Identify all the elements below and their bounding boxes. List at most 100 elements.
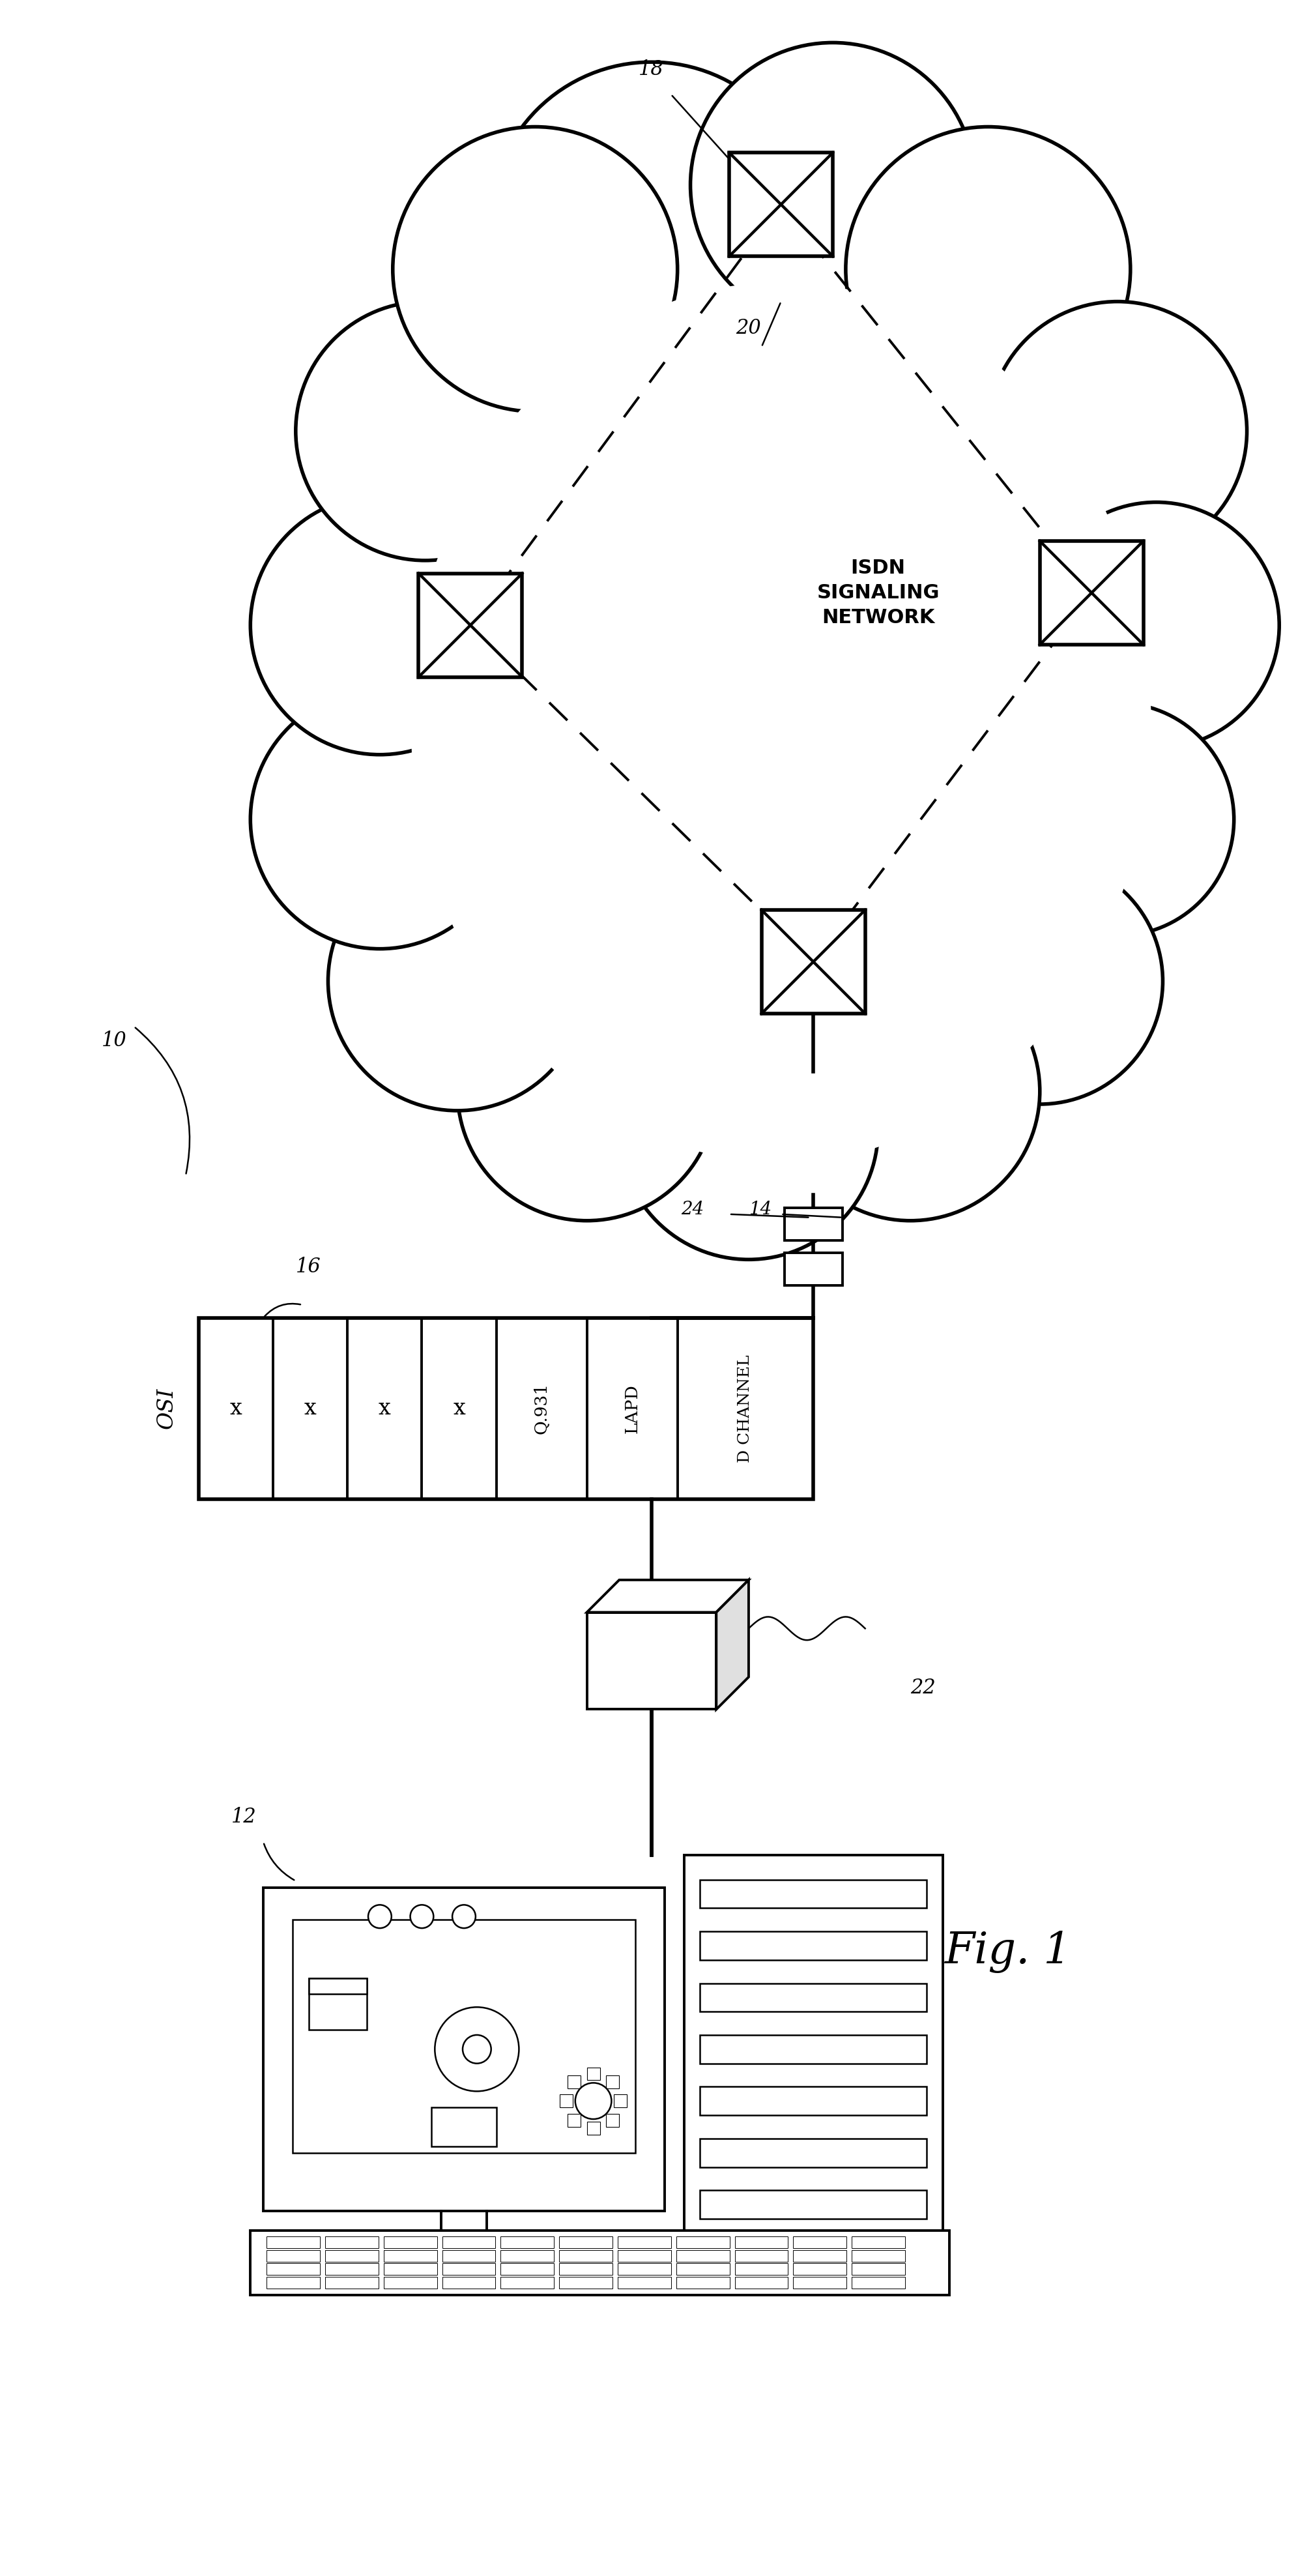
- Polygon shape: [716, 1579, 749, 1710]
- Bar: [266, 2236, 319, 2249]
- Bar: [263, 1888, 665, 2210]
- Bar: [501, 2249, 554, 2262]
- Circle shape: [988, 301, 1247, 562]
- Text: 16: 16: [296, 1257, 321, 1278]
- Ellipse shape: [411, 283, 1151, 1162]
- Text: x: x: [304, 1399, 317, 1419]
- Bar: [419, 574, 522, 677]
- Circle shape: [393, 126, 678, 412]
- Circle shape: [691, 44, 975, 327]
- Text: 10: 10: [101, 1030, 127, 1051]
- Bar: [384, 2236, 437, 2249]
- Bar: [443, 2236, 496, 2249]
- Bar: [443, 2264, 496, 2275]
- Circle shape: [916, 858, 1163, 1105]
- Bar: [559, 2249, 613, 2262]
- Bar: [309, 1978, 367, 1994]
- Circle shape: [846, 126, 1131, 412]
- Circle shape: [251, 495, 509, 755]
- Circle shape: [619, 999, 877, 1260]
- Bar: [559, 2236, 613, 2249]
- Bar: [784, 1252, 842, 1285]
- Bar: [567, 2115, 580, 2128]
- Circle shape: [369, 1904, 392, 1929]
- Bar: [587, 1613, 716, 1710]
- Bar: [735, 2249, 788, 2262]
- Bar: [851, 2277, 905, 2287]
- Bar: [614, 2094, 627, 2107]
- Text: Fig. 1: Fig. 1: [944, 1932, 1071, 1973]
- Text: OSI: OSI: [156, 1388, 177, 1430]
- Bar: [851, 2249, 905, 2262]
- Circle shape: [781, 961, 1040, 1221]
- Circle shape: [452, 1904, 475, 1929]
- Circle shape: [575, 2084, 611, 2120]
- Bar: [606, 2115, 619, 2128]
- Bar: [587, 2069, 600, 2081]
- Circle shape: [296, 301, 554, 562]
- Bar: [700, 2138, 927, 2166]
- Bar: [735, 2264, 788, 2275]
- Bar: [684, 1855, 942, 2275]
- Bar: [676, 2264, 729, 2275]
- Bar: [559, 2264, 613, 2275]
- Bar: [793, 2264, 846, 2275]
- Bar: [559, 2094, 572, 2107]
- Text: 18: 18: [639, 59, 663, 80]
- Text: D CHANNEL: D CHANNEL: [739, 1355, 753, 1463]
- Bar: [559, 2277, 613, 2287]
- Circle shape: [457, 961, 716, 1221]
- Bar: [501, 2236, 554, 2249]
- Text: 14: 14: [749, 1200, 771, 1218]
- Polygon shape: [587, 1579, 749, 1613]
- Bar: [199, 1319, 814, 1499]
- Bar: [676, 2236, 729, 2249]
- Bar: [567, 2076, 580, 2089]
- Text: x: x: [379, 1399, 391, 1419]
- Circle shape: [1033, 502, 1280, 747]
- Circle shape: [489, 62, 814, 386]
- Text: Q.931: Q.931: [533, 1383, 550, 1435]
- Circle shape: [328, 853, 587, 1110]
- Bar: [851, 2264, 905, 2275]
- Bar: [793, 2249, 846, 2262]
- Bar: [501, 2264, 554, 2275]
- Bar: [384, 2277, 437, 2287]
- Bar: [762, 909, 866, 1012]
- Bar: [700, 2087, 927, 2115]
- Text: 22: 22: [910, 1677, 936, 1698]
- Bar: [700, 1932, 927, 1960]
- Bar: [784, 1208, 842, 1239]
- Bar: [1040, 541, 1144, 644]
- Bar: [618, 2264, 671, 2275]
- Ellipse shape: [339, 183, 1223, 1262]
- Bar: [735, 2236, 788, 2249]
- Text: 12: 12: [231, 1806, 256, 1826]
- Bar: [266, 2277, 319, 2287]
- Text: ISDN
SIGNALING
NETWORK: ISDN SIGNALING NETWORK: [816, 559, 940, 626]
- Circle shape: [435, 2007, 519, 2092]
- Bar: [700, 1984, 927, 2012]
- Bar: [384, 2249, 437, 2262]
- Bar: [266, 2249, 319, 2262]
- Text: LAPD: LAPD: [624, 1383, 640, 1432]
- Bar: [700, 2035, 927, 2063]
- Bar: [292, 1919, 636, 2154]
- Bar: [309, 1978, 367, 2030]
- Circle shape: [1001, 703, 1234, 935]
- Bar: [676, 2249, 729, 2262]
- Bar: [384, 2264, 437, 2275]
- Text: x: x: [230, 1399, 241, 1419]
- Bar: [324, 2277, 379, 2287]
- Bar: [251, 2231, 949, 2295]
- Bar: [443, 2277, 496, 2287]
- Bar: [324, 2249, 379, 2262]
- Text: x: x: [453, 1399, 465, 1419]
- Bar: [587, 2123, 600, 2136]
- Bar: [700, 2190, 927, 2218]
- Bar: [606, 2076, 619, 2089]
- Text: 20: 20: [736, 319, 761, 337]
- Bar: [729, 152, 833, 255]
- Bar: [793, 2277, 846, 2287]
- Bar: [443, 2249, 496, 2262]
